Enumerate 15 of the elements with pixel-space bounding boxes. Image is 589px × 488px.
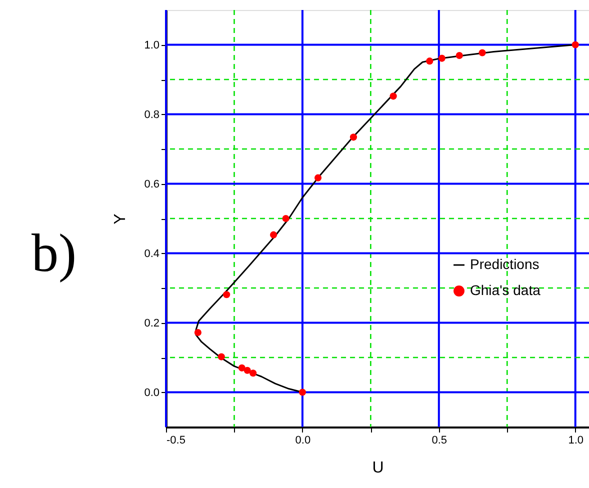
x-tick-label: 0.0 (295, 434, 311, 446)
y-tick-label: 0.0 (144, 386, 160, 399)
y-tick-label: 0.6 (144, 178, 160, 190)
x-axis-title: U (372, 460, 384, 476)
legend-label: Ghia's data (470, 282, 541, 298)
text: b) (32, 223, 76, 283)
y-tick-label: 0.4 (144, 248, 160, 260)
x-tick-label: 0.5 (432, 434, 448, 446)
legend-label: Predictions (470, 256, 540, 272)
y-tick-label: 0.2 (144, 317, 160, 330)
y-tick-label: 0.8 (144, 108, 160, 121)
x-tick-label: -0.5 (166, 434, 186, 446)
x-tick-label: 1.0 (568, 434, 584, 446)
y-tick-label: 1.0 (144, 39, 160, 52)
y-axis-title: Y (112, 213, 130, 224)
